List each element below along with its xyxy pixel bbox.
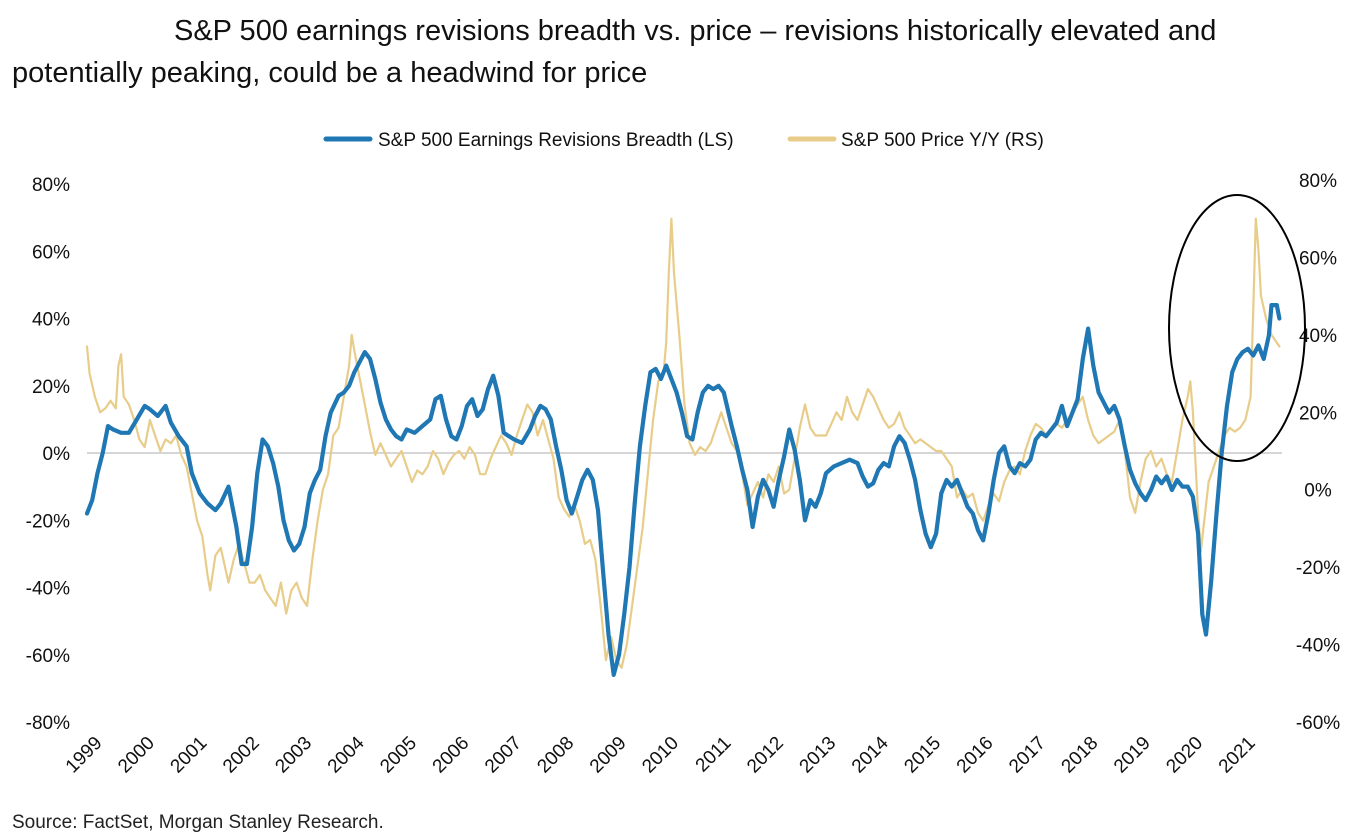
right-tick-label: -20% (1296, 558, 1340, 579)
x-tick-label: 2004 (324, 732, 369, 777)
x-tick-label: 2012 (743, 733, 788, 778)
source-note: Source: FactSet, Morgan Stanley Research… (12, 812, 384, 833)
left-tick-label: 80% (32, 175, 70, 196)
right-tick-label: 40% (1299, 326, 1337, 347)
x-tick-label: 2019 (1110, 733, 1155, 778)
legend-label: S&P 500 Price Y/Y (RS) (841, 130, 1044, 151)
left-tick-label: 40% (32, 310, 70, 331)
right-tick-label: 80% (1299, 171, 1337, 192)
right-tick-label: 20% (1299, 403, 1337, 424)
x-tick-label: 2006 (429, 733, 474, 778)
x-tick-label: 2009 (586, 733, 631, 778)
x-tick-label: 2000 (114, 733, 159, 778)
left-tick-label: -60% (26, 646, 70, 667)
x-tick-label: 2020 (1162, 733, 1207, 778)
left-tick-label: 20% (32, 377, 70, 398)
left-tick-label: 60% (32, 242, 70, 263)
chart-title: S&P 500 earnings revisions breadth vs. p… (12, 10, 1312, 94)
x-tick-label: 2011 (692, 733, 736, 777)
x-tick-label: 2007 (481, 733, 526, 778)
right-tick-label: -60% (1296, 713, 1340, 734)
x-tick-label: 2014 (848, 732, 893, 777)
series-line-revisions-breadth (84, 303, 1282, 677)
left-tick-label: 0% (43, 444, 71, 465)
x-tick-label: 2003 (271, 733, 316, 778)
series-lines (84, 217, 1282, 677)
x-tick-label: 2017 (1005, 733, 1050, 778)
x-tick-label: 2015 (900, 733, 945, 778)
right-tick-label: 60% (1299, 248, 1337, 269)
x-tick-label: 2016 (953, 733, 998, 778)
chart-title-text: S&P 500 earnings revisions breadth vs. p… (12, 15, 1217, 89)
right-tick-label: -40% (1296, 636, 1340, 657)
left-tick-label: -20% (26, 511, 70, 532)
series-line-price-yy (85, 217, 1281, 669)
x-tick-label: 2001 (167, 733, 212, 778)
x-tick-label: 2018 (1058, 733, 1103, 778)
x-tick-label: 2005 (376, 733, 421, 778)
legend: S&P 500 Earnings Revisions Breadth (LS) S… (323, 130, 1044, 151)
legend-label: S&P 500 Earnings Revisions Breadth (LS) (378, 130, 734, 151)
left-tick-label: -80% (26, 713, 70, 734)
x-tick-label: 1999 (62, 733, 107, 778)
highlight-circle (1168, 194, 1306, 462)
x-tick-label: 2021 (1215, 733, 1260, 778)
x-tick-label: 2008 (533, 733, 578, 778)
x-tick-label: 2010 (638, 733, 683, 778)
x-tick-label: 2013 (796, 733, 841, 778)
right-tick-label: 0% (1304, 481, 1332, 502)
x-tick-label: 2002 (219, 733, 264, 778)
left-tick-label: -40% (26, 579, 70, 600)
